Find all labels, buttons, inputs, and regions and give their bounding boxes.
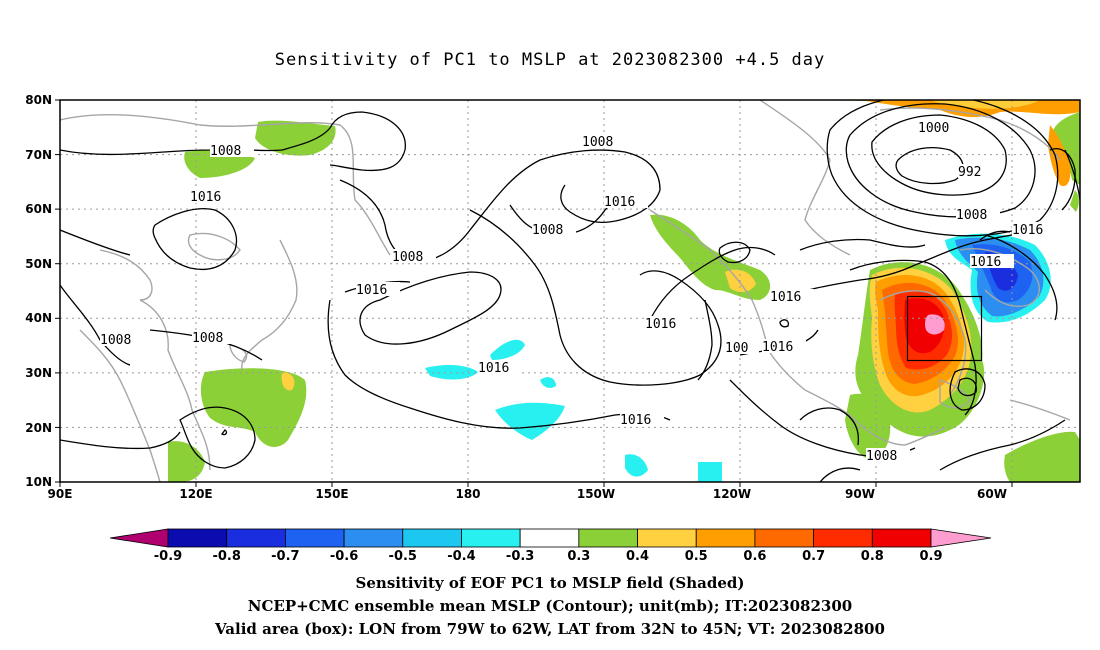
colorbar-label: 0.4 [626,549,649,564]
colorbar-label: -0.7 [271,549,299,564]
lon-tick-label: 60W [977,487,1007,501]
colorbar-cell [695,528,756,548]
contour-label: 1008 [532,223,563,238]
caption-line-1: Sensitivity of EOF PC1 to MSLP field (Sh… [355,574,745,592]
contour-label: 1016 [620,413,651,428]
contour-label: 1016 [604,195,635,210]
colorbar-label: 0.9 [919,549,942,564]
colorbar-label: -0.6 [330,549,358,564]
colorbar-label: 0.3 [567,549,590,564]
colorbar-label: 0.7 [802,549,825,564]
page-title: Sensitivity of PC1 to MSLP at 2023082300… [274,50,826,70]
colorbar-cell [284,528,345,548]
colorbar-label: -0.8 [212,549,240,564]
contour-label: 1008 [100,333,131,348]
lon-tick-label: 150W [577,487,615,501]
colorbar-label: 0.5 [685,549,708,564]
valid-area-box [906,295,983,362]
lat-tick-label: 80N [25,93,52,107]
colorbar-cell [578,528,638,548]
colorbar-label: -0.4 [447,549,475,564]
lon-tick-label: 90W [845,487,875,501]
contour-label: 1008 [582,135,613,150]
contour-label: 1008 [192,331,223,346]
contour-label: 1008 [956,208,987,223]
colorbar-cell [754,528,815,548]
contour-label: 100 [725,341,748,356]
colorbar-label: -0.5 [389,549,417,564]
lat-tick-label: 40N [25,311,52,325]
colorbar-cell [461,528,521,548]
contour-label: 1008 [392,250,423,265]
contour-label: 1016 [1012,223,1043,238]
colorbar-label: -0.9 [154,549,182,564]
colorbar-cell [813,528,873,548]
colorbar-cell [637,528,697,548]
colorbar-label: 0.8 [861,549,884,564]
colorbar-cell [343,528,404,548]
contour-label: 1000 [918,121,949,136]
lat-tick-label: 30N [25,366,52,380]
contour-label: 1008 [210,144,241,159]
colorbar: -0.9 -0.8 -0.7 -0.6 -0.5 -0.4 -0.3 0.3 0.4 0.5 0.6… [109,528,992,564]
lat-axis: 80N 70N 60N 50N 40N 30N 20N 10N [25,93,60,489]
colorbar-cell [402,528,462,548]
lat-tick-label: 20N [25,421,52,435]
colorbar-cell [871,528,932,548]
colorbar-label: -0.3 [506,549,534,564]
contour-label: 1016 [770,290,801,305]
lon-tick-label: 120E [179,487,212,501]
contour-label: 1016 [645,317,676,332]
colorbar-left-arrow [109,528,169,548]
lon-tick-label: 180 [455,487,480,501]
contour-label: 1016 [478,361,509,376]
colorbar-label: 0.6 [743,549,766,564]
lon-tick-label: 90E [48,487,73,501]
lat-tick-label: 50N [25,257,52,271]
colorbar-right-arrow [930,528,992,548]
contour-label: 1016 [970,255,1001,270]
lat-tick-label: 10N [25,475,52,489]
lon-tick-label: 150E [315,487,348,501]
caption-line-2: NCEP+CMC ensemble mean MSLP (Contour); u… [247,597,853,615]
contour-label: 1008 [866,449,897,464]
contour-label: 1016 [356,283,387,298]
colorbar-cell [226,528,286,548]
colorbar-cell [519,528,580,548]
lon-tick-label: 120W [713,487,751,501]
caption-line-3: Valid area (box): LON from 79W to 62W, L… [215,620,885,638]
contour-label: 1016 [762,340,793,355]
colorbar-cell [167,528,228,548]
lat-tick-label: 60N [25,202,52,216]
contour-label: 1016 [190,190,221,205]
contour-labels: 1008 1016 1008 1008 1016 1008 1008 1016 … [100,120,1056,464]
lat-tick-label: 70N [25,148,52,162]
contour-label: 992 [958,165,981,180]
map-frame [59,99,1081,483]
lon-axis: 90E 120E 150E 180 150W 120W 90W 60W [48,482,1013,501]
